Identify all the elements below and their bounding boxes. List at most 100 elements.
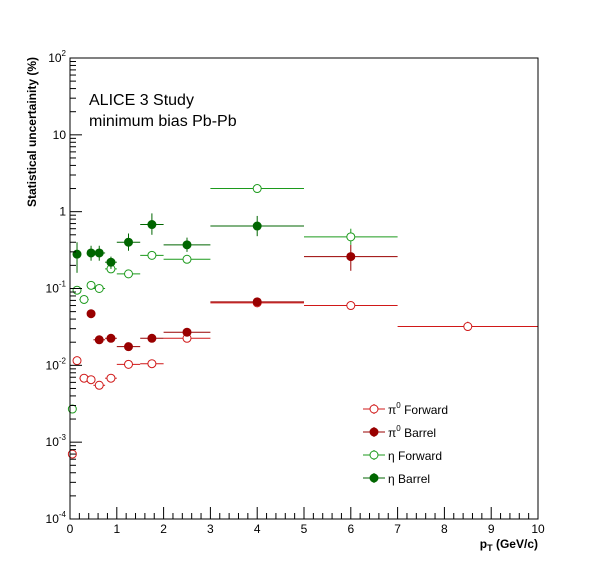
legend-symbol: η — [388, 472, 395, 486]
marker — [147, 250, 157, 260]
marker — [463, 322, 473, 332]
data-point — [140, 359, 164, 369]
legend-symbol: η — [388, 449, 395, 463]
marker — [86, 375, 96, 385]
x-tick-label: 1 — [113, 522, 120, 536]
data-point — [79, 294, 89, 304]
y-tick-label: 1 — [59, 205, 66, 219]
marker — [86, 309, 96, 319]
legend-text: Forward — [401, 403, 448, 417]
legend-symbol: π — [388, 403, 396, 417]
data-point — [72, 285, 82, 295]
data-point — [304, 244, 398, 271]
x-axis-label-main: p — [480, 537, 487, 551]
data-point — [210, 184, 304, 194]
marker — [72, 356, 82, 366]
legend-label: η Forward — [388, 449, 442, 463]
legend-text: Barrel — [401, 426, 436, 440]
marker — [346, 252, 356, 262]
y-tick-base: 10 — [48, 51, 62, 65]
marker — [94, 380, 104, 390]
data-point — [72, 356, 82, 366]
x-tick-label: 5 — [301, 522, 308, 536]
legend-entry: η Barrel — [363, 472, 430, 486]
x-tick-label: 3 — [207, 522, 214, 536]
marker — [252, 184, 262, 194]
legend-superscript: 0 — [396, 401, 401, 410]
y-tick-exponent: -4 — [59, 510, 67, 519]
data-point — [163, 254, 211, 264]
y-tick-base: 1 — [59, 205, 66, 219]
y-tick-label: 10-3 — [46, 433, 67, 449]
data-point — [140, 213, 164, 235]
annotation-line-1: ALICE 3 Study — [89, 92, 194, 109]
data-point — [116, 269, 141, 279]
y-tick-base: 10 — [46, 435, 60, 449]
series-2 — [86, 244, 398, 352]
data-point — [163, 237, 211, 252]
marker — [124, 359, 133, 369]
marker — [124, 237, 133, 247]
data-point — [210, 297, 304, 307]
data-point — [140, 333, 164, 343]
marker — [94, 248, 104, 258]
legend-superscript: 0 — [396, 424, 401, 433]
legend-marker — [369, 427, 379, 437]
y-tick-exponent: -3 — [59, 433, 67, 442]
marker — [346, 232, 356, 242]
x-tick-label: 0 — [67, 522, 74, 536]
y-tick-label: 10-4 — [46, 510, 67, 526]
series-3 — [67, 184, 398, 414]
data-point — [304, 228, 398, 245]
y-tick-exponent: 2 — [62, 49, 67, 58]
x-tick-label: 8 — [441, 522, 448, 536]
y-tick-base: 10 — [46, 282, 60, 296]
y-tick-base: 10 — [53, 128, 67, 142]
data-point — [93, 245, 106, 261]
marker — [182, 240, 192, 250]
legend-text: Barrel — [395, 472, 430, 486]
data-point — [116, 342, 141, 352]
data-point — [116, 233, 141, 251]
marker — [346, 301, 356, 311]
data-point — [86, 375, 96, 385]
marker — [147, 220, 157, 230]
y-tick-base: 10 — [46, 358, 60, 372]
marker — [124, 342, 133, 352]
legend-entry: η Forward — [363, 449, 442, 463]
y-axis-label: Statistical uncertainity (%) — [25, 57, 39, 207]
legend-label: η Barrel — [388, 472, 430, 486]
legend-text: Forward — [395, 449, 442, 463]
legend-entry: π0 Barrel — [363, 424, 436, 440]
x-tick-label: 6 — [347, 522, 354, 536]
marker — [86, 280, 96, 290]
data-point — [105, 373, 117, 383]
y-tick-label: 10-1 — [46, 280, 67, 296]
marker — [147, 333, 157, 343]
marker — [147, 359, 157, 369]
x-axis-label-rest: (GeV/c) — [493, 537, 538, 551]
x-tick-label: 10 — [531, 522, 545, 536]
data-point — [210, 215, 304, 237]
x-tick-label: 7 — [394, 522, 401, 536]
data-marks — [67, 184, 538, 459]
marker — [94, 335, 104, 345]
legend-symbol: π — [388, 426, 396, 440]
y-tick-base: 10 — [46, 512, 60, 526]
marker — [94, 284, 104, 293]
data-point — [86, 280, 96, 290]
series-4 — [72, 213, 304, 273]
legend-entry: π0 Forward — [363, 401, 448, 417]
y-tick-exponent: -2 — [59, 356, 67, 365]
marker — [106, 257, 116, 267]
data-point — [86, 309, 96, 319]
legend-label: π0 Forward — [388, 401, 448, 417]
legend-marker — [369, 404, 379, 414]
y-tick-exponent: -1 — [59, 280, 67, 289]
x-axis-label-sub: T — [487, 543, 493, 553]
data-point — [116, 359, 141, 369]
data-point — [397, 321, 538, 332]
y-tick-label: 10 — [53, 128, 67, 142]
x-tick-label: 2 — [160, 522, 167, 536]
